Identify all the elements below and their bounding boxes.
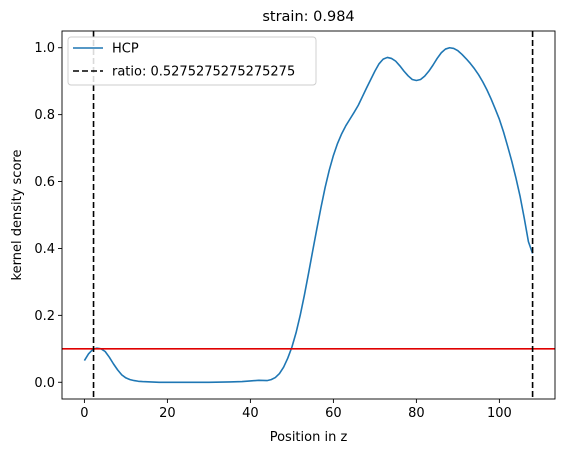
axes-frame — [61, 30, 556, 400]
y-tick-label: 0.2 — [34, 309, 55, 324]
y-tick-label: 0.8 — [34, 108, 55, 123]
x-axis-label: Position in z — [270, 430, 348, 445]
x-tick-label: 40 — [242, 406, 259, 421]
series-line-hcp — [83, 46, 534, 384]
y-axis: 0.0 0.2 0.4 0.6 0.8 1.0 — [34, 41, 62, 391]
x-axis: 0 20 40 60 80 100 — [80, 399, 512, 421]
legend-ratio-label: ratio: 0.5275275275275275 — [112, 65, 295, 80]
x-tick-label: 0 — [80, 406, 88, 421]
legend: HCP ratio: 0.5275275275275275 — [67, 36, 317, 86]
chart-title: strain: 0.984 — [262, 9, 354, 25]
y-axis-label: kernel density score — [10, 150, 25, 281]
x-tick-label: 100 — [487, 406, 512, 421]
legend-hcp-label: HCP — [112, 42, 139, 57]
x-tick-label: 20 — [159, 406, 176, 421]
y-tick-label: 0.0 — [34, 376, 55, 391]
y-tick-label: 0.6 — [34, 175, 55, 190]
legend-box — [67, 36, 317, 86]
y-tick-label: 0.4 — [34, 242, 55, 257]
x-tick-label: 80 — [408, 406, 425, 421]
x-tick-label: 60 — [325, 406, 342, 421]
y-tick-label: 1.0 — [34, 41, 55, 56]
plot-area — [62, 31, 555, 399]
